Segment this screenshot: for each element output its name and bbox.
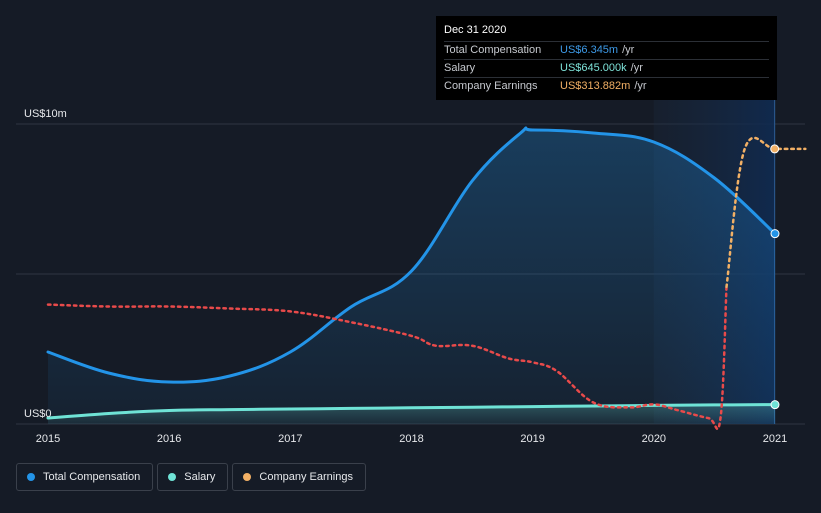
tooltip-label: Total Compensation	[444, 44, 542, 56]
marker-layer	[770, 144, 780, 410]
chart-tooltip: Dec 31 2020 Total Compensation US$6.345m…	[436, 16, 777, 100]
series-area-salary	[48, 404, 775, 424]
series-marker	[770, 144, 780, 154]
tooltip-value: US$6.345m	[560, 44, 619, 56]
tooltip-label: Salary	[444, 62, 476, 74]
tooltip-unit: /yr	[630, 62, 643, 74]
legend-label: Salary	[184, 471, 216, 483]
legend-dot-icon	[27, 473, 35, 481]
legend-item-company-earnings[interactable]: Company Earnings	[232, 463, 366, 491]
series-marker	[770, 229, 780, 239]
x-tick-label: 2015	[36, 433, 60, 445]
y-tick-label: US$0	[24, 408, 52, 420]
legend-label: Company Earnings	[259, 471, 353, 483]
legend-label: Total Compensation	[43, 471, 141, 483]
area-layer	[48, 127, 775, 424]
series-line-total-compensation	[46, 126, 777, 384]
tooltip-row-salary: Salary US$645.000k /yr	[444, 59, 769, 77]
legend-item-salary[interactable]: Salary	[157, 463, 229, 491]
tooltip-date: Dec 31 2020	[444, 24, 507, 36]
tooltip-value: US$645.000k	[560, 62, 627, 74]
series-line-salary	[46, 403, 777, 420]
tooltip-value: US$313.882m	[560, 80, 631, 92]
y-tick-label: US$10m	[24, 108, 67, 120]
legend-item-total-compensation[interactable]: Total Compensation	[16, 463, 154, 491]
label-layer: US$10m US$0 2015 2016 2017 2018 2019 2020 2021	[24, 108, 787, 445]
x-tick-label: 2017	[278, 433, 302, 445]
legend-dot-icon	[168, 473, 177, 481]
series-area-total-compensation	[48, 127, 775, 424]
series-marker	[770, 400, 780, 410]
tooltip-row-total-compensation: Total Compensation US$6.345m /yr	[444, 41, 769, 59]
x-tick-label: 2021	[763, 433, 787, 445]
x-tick-label: 2018	[399, 433, 423, 445]
x-tick-label: 2019	[520, 433, 544, 445]
line-layer	[46, 126, 807, 431]
x-tick-label: 2016	[157, 433, 181, 445]
series-line-company-earnings-negative	[46, 285, 728, 431]
tooltip-unit: /yr	[622, 44, 635, 56]
x-tick-label: 2020	[642, 433, 666, 445]
legend-dot-icon	[243, 473, 252, 481]
tooltip-unit: /yr	[634, 80, 647, 92]
tooltip-row-company-earnings: Company Earnings US$313.882m /yr	[444, 77, 769, 95]
tooltip-label: Company Earnings	[444, 80, 538, 92]
chart-legend: Total Compensation Salary Company Earnin…	[16, 463, 370, 491]
series-line-company-earnings-positive	[725, 136, 807, 289]
